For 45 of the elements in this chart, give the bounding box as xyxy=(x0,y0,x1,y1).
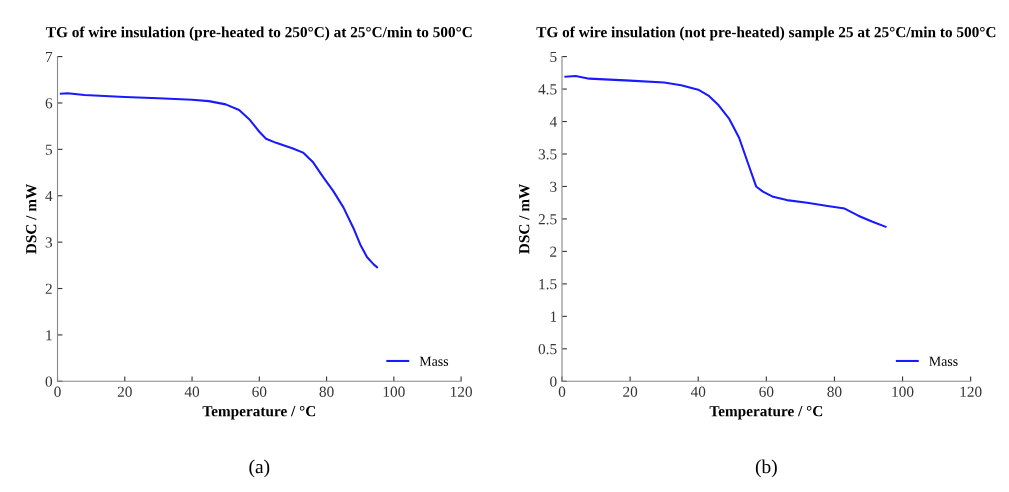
chart-title: TG of wire insulation (not pre-heated) sample 25 at 25°C/min to 500°C xyxy=(536,26,996,41)
y-tick-label: 2 xyxy=(45,283,52,294)
legend-label: Mass xyxy=(929,356,958,366)
y-axis-title: DSC / mW xyxy=(519,183,530,254)
y-tick-label: 5 xyxy=(550,51,557,63)
x-tick-label: 40 xyxy=(184,386,200,397)
x-tick-label: 60 xyxy=(759,386,774,397)
y-tick-label: 1 xyxy=(550,311,557,322)
x-tick-label: 40 xyxy=(690,386,706,397)
x-tick-label: 0 xyxy=(558,386,566,397)
y-tick-label: 3 xyxy=(45,237,53,248)
x-tick-label: 80 xyxy=(827,386,842,397)
y-tick-label: 4 xyxy=(45,190,53,202)
y-tick-label: 2.5 xyxy=(538,214,557,225)
x-tick-label: 120 xyxy=(451,386,472,397)
x-tick-label: 80 xyxy=(319,386,334,397)
x-tick-label: 60 xyxy=(252,386,267,397)
y-tick-label: 5 xyxy=(45,144,53,155)
y-tick-label: 3 xyxy=(550,181,557,192)
y-tick-label: 2 xyxy=(550,246,557,257)
x-tick-label: 120 xyxy=(960,386,982,397)
y-tick-label: 4.5 xyxy=(538,84,557,95)
y-tick-label: 0 xyxy=(550,376,557,387)
text: (a) xyxy=(249,459,270,478)
y-tick-label: 1 xyxy=(46,330,52,341)
line-series xyxy=(59,92,379,269)
x-tick-label: 100 xyxy=(383,386,405,397)
x-tick-label: 20 xyxy=(117,386,132,397)
chart-title: TG of wire insulation (pre-heated to 250°C) at 25°C/min to 500°C xyxy=(46,26,472,41)
text: (b) xyxy=(755,459,777,478)
y-tick-label: 0.5 xyxy=(538,343,557,355)
y-tick-label: 6 xyxy=(45,98,53,109)
x-tick-label: 20 xyxy=(623,386,638,397)
x-axis-title: Temperature / °C xyxy=(709,406,823,420)
y-tick-label: 1.5 xyxy=(539,279,557,290)
y-tick-label: 4 xyxy=(549,116,557,127)
y-tick-label: 0 xyxy=(45,376,53,387)
legend-label: Mass xyxy=(419,356,449,366)
y-tick-label: 7 xyxy=(46,51,53,62)
line-series xyxy=(564,75,887,228)
x-tick-label: 100 xyxy=(892,386,914,397)
y-tick-label: 3.5 xyxy=(538,149,557,160)
x-axis-title: Temperature / °C xyxy=(202,406,316,420)
y-axis-title: DSC / mW xyxy=(26,183,37,254)
x-tick-label: 0 xyxy=(54,386,61,397)
